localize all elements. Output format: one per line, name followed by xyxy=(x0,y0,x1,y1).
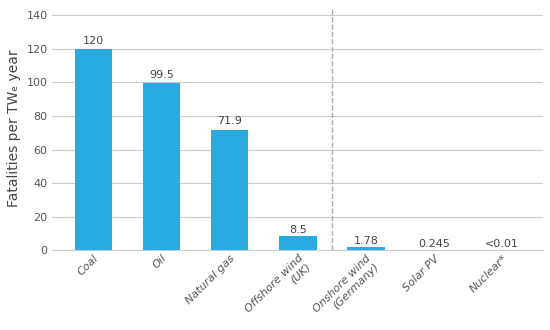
Y-axis label: Fatalities per TWₑ year: Fatalities per TWₑ year xyxy=(7,50,21,208)
Bar xyxy=(211,130,249,250)
Text: 8.5: 8.5 xyxy=(289,225,307,235)
Bar xyxy=(279,236,316,250)
Text: 0.245: 0.245 xyxy=(418,239,450,249)
Text: 71.9: 71.9 xyxy=(217,116,242,126)
Bar xyxy=(75,49,112,250)
Text: 1.78: 1.78 xyxy=(354,236,378,246)
Text: 99.5: 99.5 xyxy=(149,70,174,80)
Bar xyxy=(347,247,384,250)
Text: <0.01: <0.01 xyxy=(485,240,519,249)
Text: 120: 120 xyxy=(83,36,104,46)
Bar xyxy=(143,83,180,250)
